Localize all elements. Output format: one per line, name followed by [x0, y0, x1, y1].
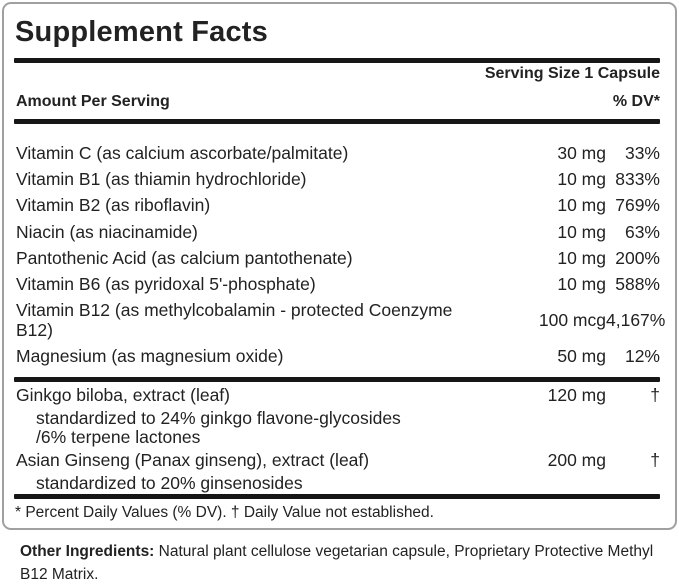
- ingredient-dv: †: [650, 385, 660, 406]
- ingredient-dv: 769%: [615, 195, 660, 216]
- supplement-facts-panel: Supplement Facts Serving Size 1 Capsule …: [2, 2, 677, 531]
- ingredient-name: standardized to 20% ginsenosides: [36, 473, 303, 494]
- ingredient-dv: 833%: [615, 169, 660, 190]
- nutrient-rows: Vitamin C (as calcium ascorbate/palmitat…: [14, 124, 666, 369]
- other-ingredients: Other Ingredients: Natural plant cellulo…: [0, 532, 675, 587]
- thick-rule-herbs: [14, 377, 660, 383]
- ingredient-name: Asian Ginseng (Panax ginseng), extract (…: [16, 450, 370, 471]
- column-header-amount: Amount Per Serving: [16, 92, 170, 110]
- ingredient-name: Ginkgo biloba, extract (leaf): [16, 385, 230, 406]
- table-row: Vitamin B1 (as thiamin hydrochloride) 10…: [14, 166, 660, 192]
- ingredient-name: standardized to 24% ginkgo flavone-glyco…: [36, 408, 401, 447]
- ingredient-amount: 100 mcg: [538, 309, 606, 330]
- ingredient-dv: †: [650, 450, 660, 471]
- table-row: standardized to 24% ginkgo flavone-glyco…: [14, 408, 660, 447]
- ingredient-dv: 63%: [624, 221, 660, 242]
- thick-rule-header: [14, 119, 660, 125]
- thick-rule-top: [14, 58, 660, 64]
- footnote: * Percent Daily Values (% DV). † Daily V…: [15, 503, 434, 521]
- panel-title: Supplement Facts: [15, 16, 268, 48]
- table-row: Niacin (as niacinamide) 10 mg 63%: [14, 219, 660, 245]
- table-row: Pantothenic Acid (as calcium pantothenat…: [14, 245, 660, 271]
- ingredient-name: Magnesium (as magnesium oxide): [16, 346, 284, 367]
- ingredient-amount: 10 mg: [557, 169, 606, 190]
- ingredient-name: Niacin (as niacinamide): [16, 221, 198, 242]
- other-ingredients-label: Other Ingredients:: [20, 543, 155, 561]
- column-header-dv: % DV*: [612, 92, 660, 110]
- ingredient-amount: 120 mg: [547, 385, 606, 406]
- ingredient-dv: 588%: [615, 273, 660, 294]
- table-row: Vitamin C (as calcium ascorbate/palmitat…: [14, 140, 660, 166]
- ingredient-dv: 33%: [624, 143, 660, 164]
- ingredient-amount: 200 mg: [547, 450, 606, 471]
- ingredient-name: Pantothenic Acid (as calcium pantothenat…: [16, 247, 353, 268]
- serving-size: Serving Size 1 Capsule: [484, 65, 660, 83]
- ingredient-dv: 200%: [615, 247, 660, 268]
- ingredient-amount: 10 mg: [557, 247, 606, 268]
- column-headers: Amount Per Serving % DV*: [14, 84, 660, 119]
- table-row: Ginkgo biloba, extract (leaf) 120 mg †: [14, 382, 660, 408]
- ingredient-amount: 10 mg: [557, 195, 606, 216]
- ingredient-name: Vitamin B2 (as riboflavin): [16, 195, 211, 216]
- thick-rule-bottom: [14, 493, 660, 499]
- ingredient-amount: 50 mg: [557, 346, 606, 367]
- table-row: Vitamin B2 (as riboflavin) 10 mg 769%: [14, 192, 660, 218]
- ingredient-amount: 10 mg: [557, 221, 606, 242]
- ingredient-dv: 12%: [624, 346, 660, 367]
- table-row: Magnesium (as magnesium oxide) 50 mg 12%: [14, 343, 660, 369]
- table-row: Vitamin B6 (as pyridoxal 5'-phosphate) 1…: [14, 271, 660, 297]
- ingredient-name: Vitamin C (as calcium ascorbate/palmitat…: [16, 143, 349, 164]
- table-row: Asian Ginseng (Panax ginseng), extract (…: [14, 447, 660, 473]
- ingredient-amount: 10 mg: [557, 273, 606, 294]
- table-row: Vitamin B12 (as methylcobalamin - protec…: [14, 297, 666, 343]
- ingredient-dv: 4,167%: [606, 309, 666, 330]
- ingredient-name: Vitamin B1 (as thiamin hydrochloride): [16, 169, 307, 190]
- ingredient-name: Vitamin B12 (as methylcobalamin - protec…: [16, 299, 453, 340]
- ingredient-name: Vitamin B6 (as pyridoxal 5'-phosphate): [16, 273, 316, 294]
- herb-rows: Ginkgo biloba, extract (leaf) 120 mg † s…: [14, 382, 660, 493]
- ingredient-amount: 30 mg: [557, 143, 606, 164]
- table-row: standardized to 20% ginsenosides: [14, 473, 660, 493]
